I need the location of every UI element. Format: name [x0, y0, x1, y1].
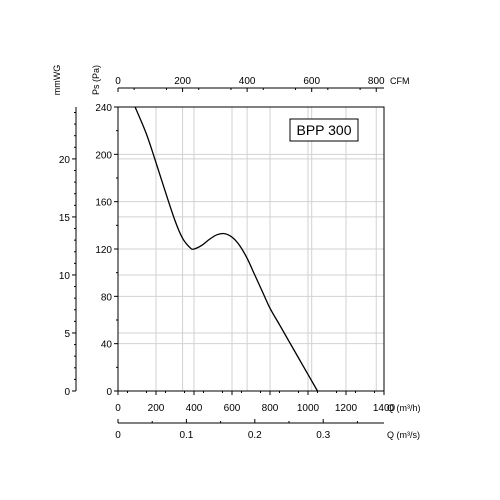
pa-axis-unit-label: Ps (Pa) [91, 65, 101, 95]
mmwg-axis-tick-label: 20 [59, 155, 71, 166]
chart-grid [118, 107, 384, 391]
pa-axis-tick-label: 80 [101, 292, 113, 303]
m3s-axis-unit-label: Q (m³/s) [387, 430, 420, 440]
pa-axis-tick-label: 200 [95, 150, 112, 161]
m3s-axis-tick-label: 0.2 [248, 430, 262, 441]
cfm-axis-tick-label: 400 [239, 76, 256, 87]
pa-axis-tick-label: 40 [101, 340, 113, 351]
x-axis-tick-label: 0 [115, 403, 121, 414]
pa-axis-tick-label: 120 [95, 245, 112, 256]
mmwg-axis-tick-label: 5 [64, 329, 70, 340]
x-axis-tick-label: 200 [148, 403, 165, 414]
x-axis-tick-label: 800 [262, 403, 279, 414]
model-label: BPP 300 [296, 122, 351, 138]
m3s-axis-tick-label: 0.3 [316, 430, 330, 441]
cfm-axis-unit-label: CFM [390, 76, 410, 86]
cfm-axis-tick-label: 800 [368, 76, 385, 87]
cfm-axis-tick-label: 600 [303, 76, 320, 87]
x-axis-tick-label: 400 [186, 403, 203, 414]
pa-axis-tick-label: 160 [95, 198, 112, 209]
pa-axis-tick-label: 0 [106, 387, 112, 398]
model-label-box: BPP 300 [289, 118, 359, 142]
performance-curve [134, 106, 319, 392]
m3s-axis-tick-label: 0 [115, 430, 121, 441]
mmwg-axis-tick-label: 15 [59, 213, 71, 224]
cfm-axis-tick-label: 0 [115, 76, 121, 87]
x-axis-unit-label: Q (m³/h) [387, 403, 421, 413]
m3s-axis-tick-label: 0.1 [179, 430, 193, 441]
mmwg-axis-tick-label: 10 [59, 271, 71, 282]
mmwg-axis-tick-label: 0 [64, 387, 70, 398]
pa-axis-tick-label: 240 [95, 103, 112, 114]
x-axis-tick-label: 1000 [297, 403, 320, 414]
x-axis-tick-label: 1200 [335, 403, 358, 414]
x-axis-tick-label: 1400 [373, 403, 396, 414]
cfm-axis-tick-label: 200 [174, 76, 191, 87]
x-axis-tick-label: 600 [224, 403, 241, 414]
mmwg-axis-unit-label: mmWG [52, 65, 62, 96]
